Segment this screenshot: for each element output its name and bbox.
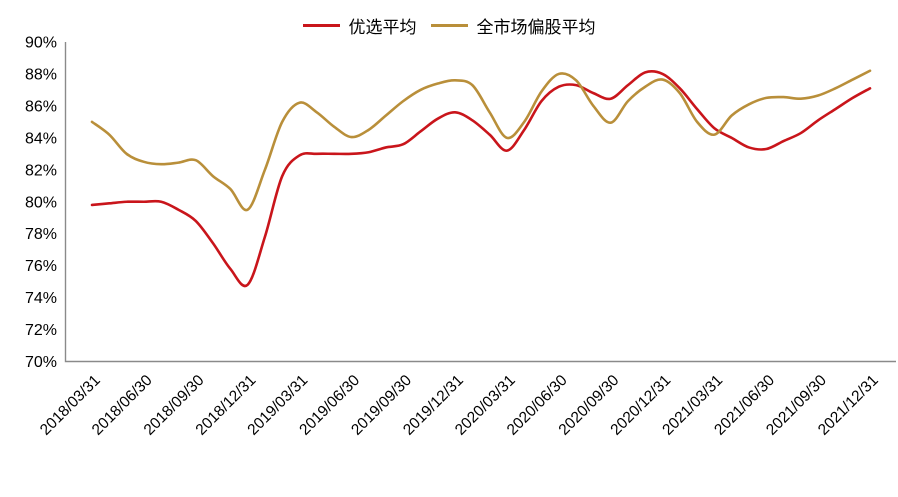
y-axis-label: 84% (25, 130, 57, 147)
y-axis-label: 80% (25, 194, 57, 211)
y-axis-label: 76% (25, 258, 57, 275)
chart-legend: 优选平均 全市场偏股平均 (0, 13, 898, 38)
y-axis-label: 88% (25, 66, 57, 83)
y-axis-label: 90% (25, 35, 57, 52)
y-axis-label: 86% (25, 98, 57, 115)
y-axis-label: 74% (25, 290, 57, 307)
legend-label: 优选平均 (348, 18, 417, 37)
legend-line-swatch-red (302, 24, 340, 27)
series-lines (90, 69, 872, 288)
legend-label: 全市场偏股平均 (476, 18, 596, 37)
x-axis-labels: 2018/03/312018/06/302018/09/302018/12/31… (37, 372, 882, 439)
axes (64, 42, 896, 363)
legend-item-youxuan: 优选平均 (302, 13, 417, 38)
axis-lines (64, 42, 896, 363)
y-axis-label: 82% (25, 162, 57, 179)
y-axis-label: 78% (25, 226, 57, 243)
legend-item-quanshichang: 全市场偏股平均 (430, 13, 596, 38)
y-axis-labels: 90% 88% 86% 84% 82% 80% 78% 76% 74% 72% 70% (25, 35, 57, 372)
series-line-1 (90, 69, 872, 212)
y-axis-label: 72% (25, 322, 57, 339)
legend-line-swatch-gold (430, 24, 468, 27)
y-axis-label: 70% (25, 354, 57, 371)
series-line-0 (90, 70, 872, 288)
